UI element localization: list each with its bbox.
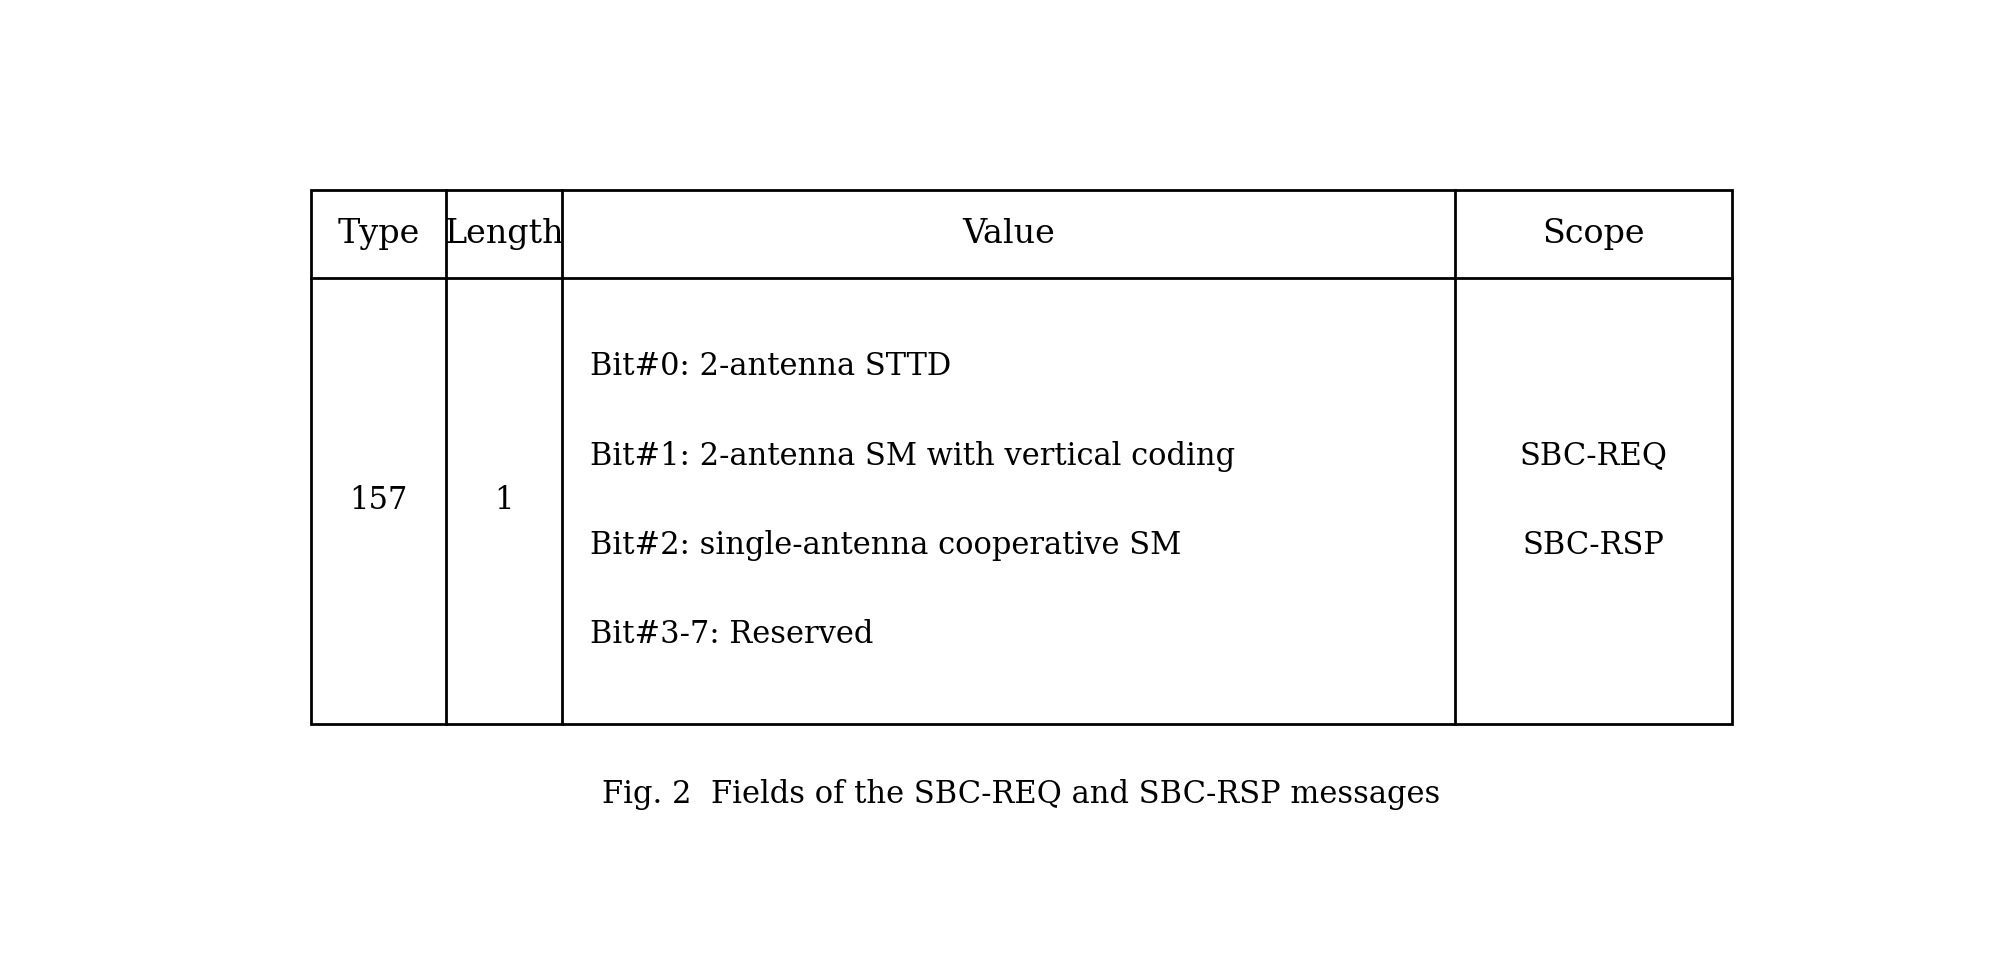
Text: SBC-RSP: SBC-RSP [1523,530,1664,560]
Text: Scope: Scope [1543,218,1644,249]
Text: Type: Type [337,218,421,249]
Text: SBC-REQ: SBC-REQ [1519,441,1668,472]
Text: Length: Length [444,218,564,249]
Text: 1: 1 [494,485,514,516]
Text: 157: 157 [349,485,409,516]
Text: Bit#0: 2-antenna STTD: Bit#0: 2-antenna STTD [590,351,951,382]
Text: Bit#1: 2-antenna SM with vertical coding: Bit#1: 2-antenna SM with vertical coding [590,441,1236,472]
Text: Bit#3-7: Reserved: Bit#3-7: Reserved [590,619,873,650]
Text: Fig. 2  Fields of the SBC-REQ and SBC-RSP messages: Fig. 2 Fields of the SBC-REQ and SBC-RSP… [602,778,1441,810]
Text: Bit#2: single-antenna cooperative SM: Bit#2: single-antenna cooperative SM [590,530,1182,560]
Bar [311,190,1732,723]
Text: Value: Value [963,218,1054,249]
